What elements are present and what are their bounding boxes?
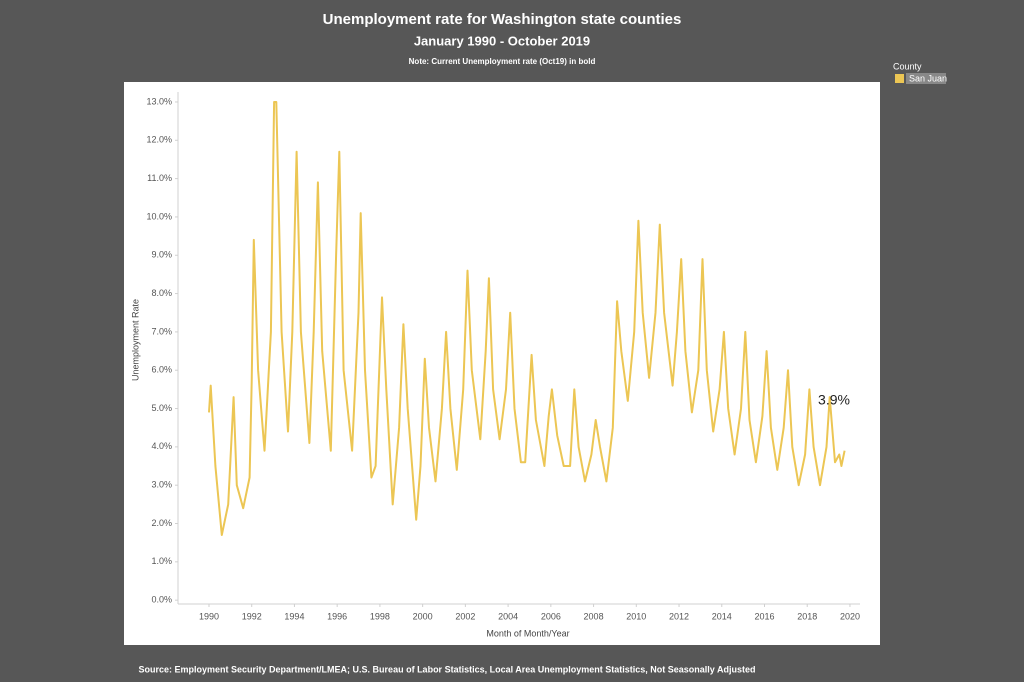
x-tick-label: 2008: [584, 611, 604, 621]
x-tick-label: 1996: [327, 611, 347, 621]
y-tick-label: 6.0%: [151, 365, 172, 375]
plot-panel: [124, 82, 880, 645]
source: Source: Employment Security Department/L…: [139, 664, 756, 674]
y-tick-label: 10.0%: [146, 211, 172, 221]
y-tick-label: 4.0%: [151, 441, 172, 451]
y-tick-label: 7.0%: [151, 326, 172, 336]
annotation: 3.9%: [818, 392, 850, 408]
legend-title: County: [893, 61, 922, 71]
x-tick-label: 1994: [284, 611, 304, 621]
legend-swatch: [895, 74, 904, 83]
chart-note: Note: Current Unemployment rate (Oct19) …: [409, 57, 596, 66]
x-tick-label: 2016: [754, 611, 774, 621]
x-tick-label: 2004: [498, 611, 518, 621]
chart-subtitle: January 1990 - October 2019: [414, 33, 590, 48]
y-tick-label: 11.0%: [147, 173, 172, 183]
y-tick-label: 0.0%: [151, 595, 172, 605]
x-tick-label: 2010: [626, 611, 646, 621]
legend-label: San Juan: [909, 73, 947, 83]
x-tick-label: 2000: [413, 611, 433, 621]
y-tick-label: 2.0%: [151, 518, 172, 528]
x-tick-label: 2020: [840, 611, 860, 621]
y-tick-label: 8.0%: [151, 288, 172, 298]
x-tick-label: 2012: [669, 611, 689, 621]
legend-highlight: [906, 73, 946, 84]
y-tick-label: 12.0%: [146, 135, 172, 145]
x-tick-label: 2018: [797, 611, 817, 621]
x-tick-label: 1992: [242, 611, 262, 621]
y-tick-label: 3.0%: [151, 480, 172, 490]
x-tick-label: 2014: [712, 611, 732, 621]
y-tick-label: 5.0%: [151, 403, 172, 413]
y-tick-label: 13.0%: [146, 96, 172, 106]
y-tick-label: 1.0%: [151, 556, 172, 566]
y-axis-label: Unemployment Rate: [130, 299, 140, 381]
x-tick-label: 1998: [370, 611, 390, 621]
x-tick-label: 1990: [199, 611, 219, 621]
y-tick-label: 9.0%: [151, 250, 172, 260]
data-line: [208, 101, 846, 536]
x-tick-label: 2002: [455, 611, 475, 621]
chart-title: Unemployment rate for Washington state c…: [323, 11, 682, 28]
x-axis-label: Month of Month/Year: [486, 628, 569, 638]
x-tick-label: 2006: [541, 611, 561, 621]
